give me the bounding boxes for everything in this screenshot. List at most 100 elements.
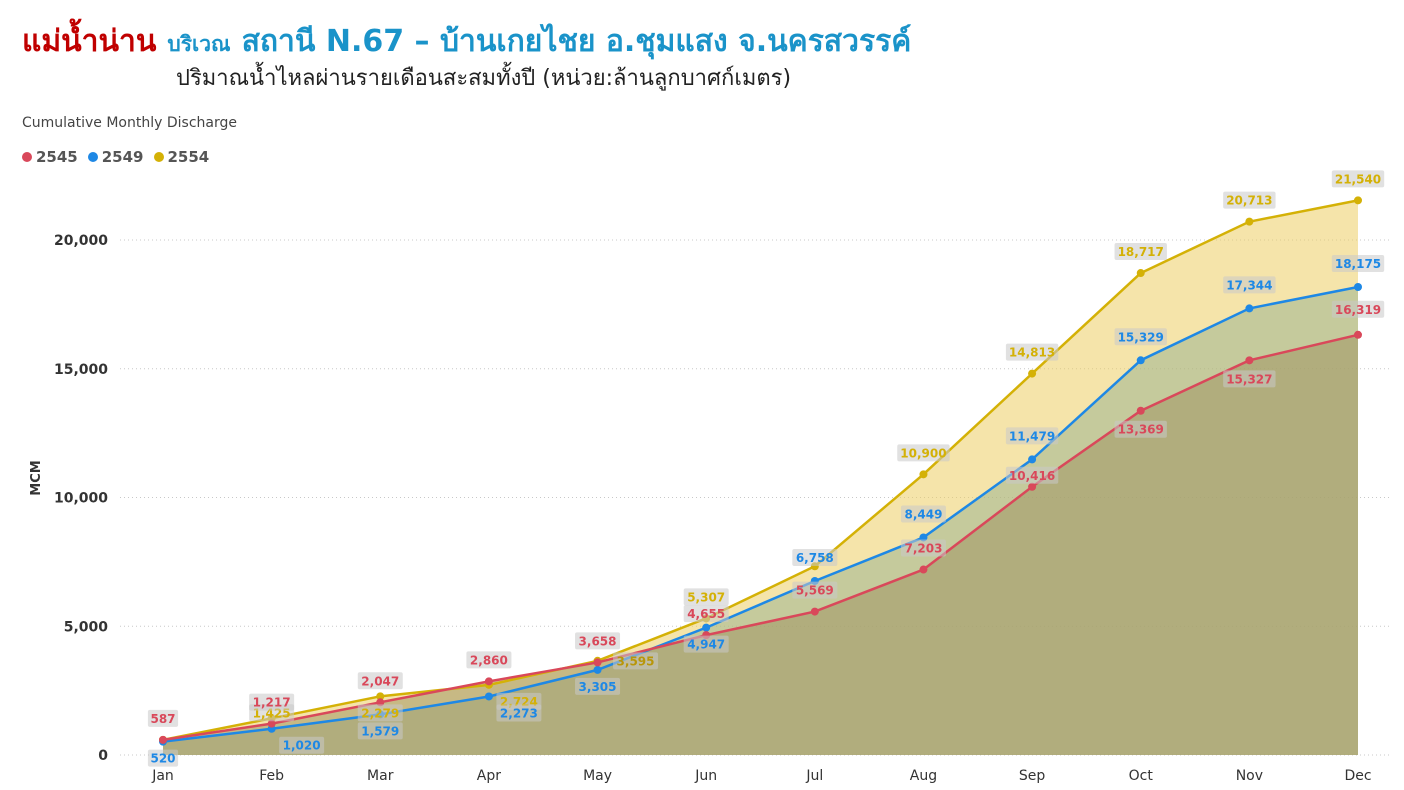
axes: 0 5,000 10,000 15,000 20,000 MCM Jan Feb Mar Apr M… [29,233,1372,784]
data-label: 4,947 [687,638,725,652]
point-2549 [1028,455,1037,464]
data-label-bg [613,652,659,670]
data-label-bg [792,581,838,599]
point-2545 [810,607,819,616]
x-tick-label: Oct [1129,768,1154,784]
point-2554 [1028,369,1037,378]
data-label-bg [683,588,729,606]
x-tick-label: Jan [151,768,174,784]
station-title: สถานี N.67 – บ้านเกยไชย อ.ชุมแสง จ.นครสว… [241,24,912,59]
legend-label: 2554 [167,148,210,166]
point-2549 [1245,304,1254,313]
data-label-bg [279,736,325,754]
point-2549 [1136,356,1145,365]
legend: 2545 2549 2554 [22,148,209,166]
data-label-bg [1114,420,1167,438]
data-label: 3,305 [579,680,617,694]
data-label: 6,758 [796,551,834,565]
legend-dot-icon [153,152,164,162]
legend-item-2554[interactable]: 2554 [153,148,210,166]
data-label-bg [1114,328,1167,346]
y-tick-label: 15,000 [54,362,108,378]
data-label: 520 [150,752,175,766]
legend-dot-icon [22,152,32,162]
data-label-bg [900,505,946,523]
point-2554 [1354,196,1362,205]
point-2545 [159,735,167,744]
data-label-bg [1331,300,1385,318]
data-label: 10,416 [1009,469,1055,483]
point-2554 [919,470,928,479]
data-label: 3,658 [579,634,617,648]
x-tick-label: Aug [910,768,937,784]
data-label-bg [147,749,179,767]
point-2545 [267,719,276,728]
data-label-bg [900,539,946,557]
data-label-bg [249,693,295,711]
point-2545 [1028,482,1037,491]
data-label-bg [357,704,403,722]
data-label-bg [683,605,729,623]
data-label: 1,217 [253,696,291,710]
series-areas [163,200,1358,756]
area-label: บริเวณ [167,32,231,56]
data-label: 20,713 [1226,194,1272,208]
point-2549 [919,533,928,542]
data-label: 18,175 [1335,257,1381,271]
x-tick-label: Jun [694,768,717,784]
data-label: 8,449 [904,507,942,521]
y-tick-label: 0 [98,748,108,764]
data-labels: 1,425 2,2792,7245,30710,90014,81318,71720… [147,170,1385,767]
point-2545 [1354,330,1362,339]
data-label: 2,047 [361,674,399,688]
data-label: 4,655 [687,607,725,621]
x-tick-label: Apr [477,768,501,784]
data-label-bg [466,651,512,669]
data-label: 3,595 [617,654,655,668]
y-tick-label: 20,000 [54,233,108,249]
data-label-bg [1331,254,1385,272]
legend-label: 2545 [36,148,78,166]
point-2545 [593,658,602,667]
data-label: 7,203 [904,542,942,556]
data-label-bg [1331,170,1385,188]
data-label-bg [1005,466,1059,484]
data-label: 18,717 [1118,245,1164,259]
data-label-bg [357,722,403,740]
point-2545 [376,698,385,707]
point-2549 [593,665,602,674]
line-2554 [162,199,1359,742]
data-label: 13,369 [1118,423,1164,437]
x-tick-label: May [583,768,612,784]
point-2549 [702,623,711,632]
visual-title: Cumulative Monthly Discharge [22,115,237,131]
legend-item-2545[interactable]: 2545 [22,148,78,166]
data-label: 1,020 [283,739,321,753]
data-label: 2,273 [500,706,538,720]
chart-subtitle: ปริมาณน้ำไหลผ่านรายเดือนสะสมทั้งปี (หน่ว… [176,66,792,91]
chart-title-row: แม่น้ำน่าน บริเวณ สถานี N.67 – บ้านเกยไช… [22,18,911,65]
data-label-bg [1223,370,1276,388]
data-label-bg [683,635,729,653]
data-label-bg [1114,243,1167,261]
river-title: แม่น้ำน่าน [22,24,157,59]
legend-label: 2549 [101,148,144,166]
y-tick-label: 5,000 [64,619,109,635]
data-label-bg [792,548,838,566]
data-label-bg [575,632,621,650]
data-label: 16,319 [1335,303,1381,317]
point-2545 [1136,406,1145,415]
data-label: 2,279 [361,706,399,720]
legend-dot-icon [87,152,98,162]
legend-item-2549[interactable]: 2549 [87,148,144,166]
point-2545 [484,677,493,686]
data-label-bg [1223,191,1276,209]
data-label-bg [1223,276,1276,294]
data-label-bg [357,672,403,690]
data-label: 15,329 [1118,330,1164,344]
x-tick-label: Mar [367,768,394,784]
data-label: 2,860 [470,653,508,667]
y-axis-label: MCM [29,460,44,495]
x-tick-label: Sep [1019,768,1046,784]
